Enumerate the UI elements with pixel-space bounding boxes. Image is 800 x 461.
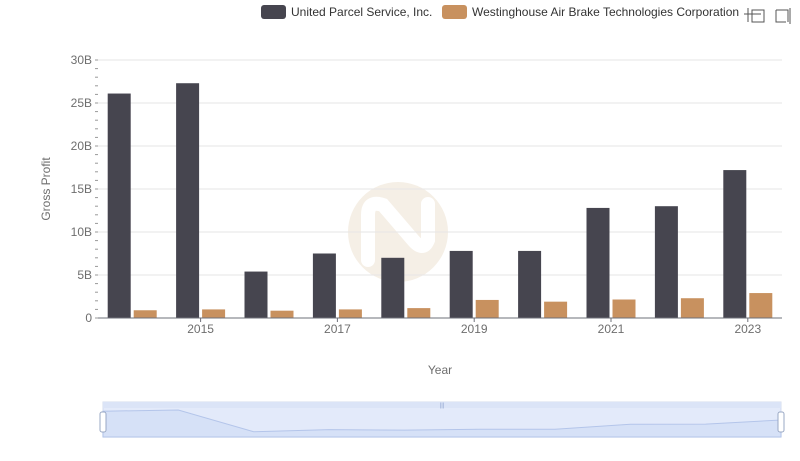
y-tick-label: 5B <box>77 268 92 282</box>
y-tick-label: 25B <box>71 96 92 110</box>
bar-series-1-2014[interactable] <box>107 93 131 318</box>
zoom-icon[interactable] <box>744 8 765 23</box>
legend-swatch-series-2 <box>442 5 467 19</box>
legend-item-series-2[interactable]: Westinghouse Air Brake Technologies Corp… <box>442 5 739 19</box>
bar-series-1-2019[interactable] <box>449 250 473 318</box>
slider-top-bar[interactable] <box>103 402 781 408</box>
bar-series-2-2019[interactable] <box>475 299 499 318</box>
y-tick-label: 0 <box>85 311 92 325</box>
legend-item-series-1[interactable]: United Parcel Service, Inc. <box>261 5 432 19</box>
bar-series-1-2022[interactable] <box>654 206 678 318</box>
bars <box>107 83 773 319</box>
bar-series-2-2022[interactable] <box>680 298 704 318</box>
y-tick-label: 30B <box>71 53 92 67</box>
bar-series-1-2017[interactable] <box>312 253 336 319</box>
slider-grip-icon: ||| <box>440 403 445 409</box>
bar-series-2-2021[interactable] <box>612 299 636 318</box>
bar-series-2-2017[interactable] <box>338 309 362 318</box>
bar-series-2-2015[interactable] <box>202 309 226 318</box>
bar-series-2-2018[interactable] <box>407 308 431 318</box>
bar-series-2-2023[interactable] <box>749 293 773 318</box>
y-tick-label: 15B <box>71 182 92 196</box>
bar-series-1-2020[interactable] <box>518 250 542 318</box>
bar-series-1-2015[interactable] <box>176 83 200 318</box>
bar-series-2-2016[interactable] <box>270 310 294 318</box>
y-axis-title: Gross Profit <box>39 157 53 221</box>
x-tick-label: 2023 <box>734 322 761 336</box>
bar-series-1-2021[interactable] <box>586 207 610 318</box>
x-axis-title: Year <box>428 363 452 377</box>
restore-icon[interactable] <box>775 8 791 24</box>
legend-label-series-1: United Parcel Service, Inc. <box>291 5 432 19</box>
legend: United Parcel Service, Inc. Westinghouse… <box>261 5 739 19</box>
y-tick-label: 10B <box>71 225 92 239</box>
axes: 0 5B 10B 15B 20B 25B 30B 2015 2017 2019 2021 2023 <box>71 53 782 336</box>
bar-series-2-2014[interactable] <box>133 310 157 318</box>
x-tick-label: 2021 <box>598 322 625 336</box>
y-tick-label: 20B <box>71 139 92 153</box>
legend-label-series-2: Westinghouse Air Brake Technologies Corp… <box>472 5 739 19</box>
bar-series-1-2016[interactable] <box>244 271 268 318</box>
legend-swatch-series-1 <box>261 5 286 19</box>
slider-handle-left[interactable] <box>99 411 107 433</box>
x-tick-label: 2017 <box>324 322 351 336</box>
data-zoom-slider[interactable]: ||| <box>99 401 785 438</box>
bar-series-1-2018[interactable] <box>381 257 405 318</box>
bar-series-2-2020[interactable] <box>544 301 568 318</box>
x-tick-label: 2015 <box>187 322 214 336</box>
x-tick-label: 2019 <box>461 322 488 336</box>
bar-series-1-2023[interactable] <box>723 170 747 318</box>
slider-handle-right[interactable] <box>777 411 785 433</box>
